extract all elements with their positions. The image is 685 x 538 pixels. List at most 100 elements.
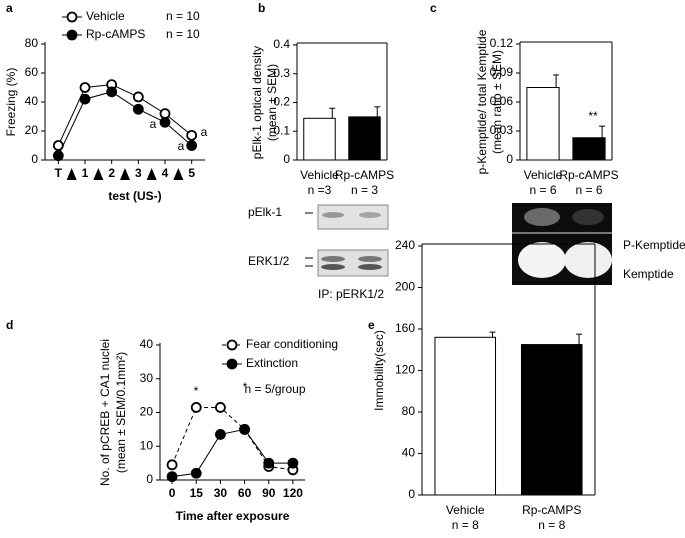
annotation: a (201, 125, 208, 139)
x-tick-label: 5 (188, 166, 195, 180)
panel-letter: b (258, 1, 265, 15)
us-arrow (93, 168, 104, 180)
y-tick-label: 40 (25, 94, 39, 108)
x-tick-label: 120 (283, 486, 303, 500)
x-tick-label: 2 (108, 166, 115, 180)
y-tick-label: 200 (395, 280, 415, 294)
y-tick-label: 0 (283, 152, 290, 166)
y-axis-label: p-Kemptide/ total Kemptide (475, 29, 489, 174)
blot-label: IP: pERK1/2 (318, 287, 384, 301)
blot-label: pElk-1 (248, 205, 282, 219)
n-label: n = 8 (538, 518, 565, 532)
n-label: n = 6 (529, 183, 556, 197)
blot-b (305, 204, 389, 277)
y-tick-label: 0.2 (273, 95, 290, 109)
annotation: ** (588, 109, 598, 123)
x-tick-label: 3 (135, 166, 142, 180)
data-point (215, 429, 226, 440)
x-tick-label: Rp-cAMPS (559, 168, 618, 182)
y-tick-label: 80 (25, 36, 39, 50)
x-axis-label: test (US-) (108, 189, 161, 203)
y-axis-label: (mean ± SEM/0.1mm²) (114, 352, 128, 473)
x-tick-label: Rp-cAMPS (335, 168, 394, 182)
y-tick-label: 0.09 (490, 65, 514, 79)
y-tick-label: 40 (140, 337, 154, 351)
y-axis-label: Immobility(sec) (372, 330, 386, 411)
annotation: a (150, 117, 157, 131)
annotation: * (243, 380, 248, 394)
bar (520, 344, 583, 496)
y-tick-label: 40 (402, 446, 416, 460)
y-axis-label: (mean ratio ± SEM) (490, 50, 504, 154)
data-point (190, 467, 202, 479)
legend-marker (66, 11, 78, 23)
y-axis-label: (mean ± SEM) (265, 64, 279, 141)
legend-label: Vehicle (86, 9, 125, 23)
y-tick-label: 0.3 (273, 66, 290, 80)
y-tick-label: 80 (402, 404, 416, 418)
legend-label: Extinction (246, 356, 298, 370)
series-line (171, 406, 293, 471)
x-tick-label: 30 (214, 486, 228, 500)
data-point (215, 402, 226, 413)
y-tick-label: 0 (506, 152, 513, 166)
data-point (106, 86, 118, 98)
legend-label: Rp-cAMPS (86, 27, 145, 41)
blot-label: Kemptide (623, 267, 674, 281)
data-point (159, 108, 171, 119)
legend-marker (66, 29, 78, 41)
y-tick-label: 0.06 (490, 94, 514, 108)
annotation: n = 5/group (244, 382, 305, 396)
x-tick-label: 90 (262, 486, 276, 500)
panel-letter: c (430, 1, 437, 15)
series-line (57, 84, 192, 146)
bar (526, 87, 560, 161)
us-arrow (66, 168, 77, 180)
y-tick-label: 20 (140, 405, 154, 419)
data-point (287, 457, 299, 469)
series-line (57, 91, 192, 156)
y-tick-label: 0.12 (490, 36, 514, 50)
n-label: n = 3 (351, 183, 378, 197)
data-point (263, 457, 275, 469)
annotation: a (178, 139, 185, 153)
bar (434, 336, 497, 496)
series-line (172, 428, 293, 478)
x-tick-label: Vehicle (300, 168, 339, 182)
data-point (132, 103, 144, 115)
x-tick-label: T (55, 166, 63, 180)
y-tick-label: 0.1 (273, 123, 290, 137)
y-axis-label: No. of pCREB + CA1 nuclei (98, 339, 112, 486)
x-tick-label: 1 (82, 166, 89, 180)
data-point (79, 93, 91, 105)
blot-label: ERK1/2 (248, 254, 290, 268)
bar (572, 137, 606, 161)
y-tick-label: 0 (31, 152, 38, 166)
data-point (186, 129, 198, 141)
n-label: n =3 (308, 183, 332, 197)
x-tick-label: Vehicle (446, 503, 485, 517)
data-point (190, 402, 202, 413)
bar (303, 117, 336, 161)
y-tick-label: 240 (395, 238, 415, 252)
legend-marker (226, 339, 238, 351)
data-point (186, 140, 198, 151)
panel-letter: e (368, 318, 375, 332)
data-point (239, 423, 250, 435)
x-tick-label: 0 (169, 486, 176, 500)
y-tick-label: 0.03 (490, 123, 514, 137)
data-point (166, 471, 178, 483)
panel-letter: d (6, 318, 13, 332)
legend-n: n = 10 (166, 9, 200, 23)
x-tick-label: 15 (190, 486, 204, 500)
data-point (52, 150, 64, 162)
y-axis-label: pElk-1 optical density (250, 46, 264, 159)
data-point (159, 116, 171, 128)
y-tick-label: 0 (146, 472, 153, 486)
bar (348, 116, 381, 161)
y-tick-label: 10 (140, 438, 154, 452)
x-tick-label: 60 (238, 486, 252, 500)
blot-label: P-Kemptide (623, 238, 685, 252)
annotation: * (194, 384, 199, 398)
